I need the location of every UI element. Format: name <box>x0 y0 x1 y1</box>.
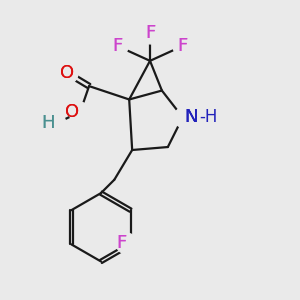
Text: F: F <box>178 37 188 55</box>
Text: O: O <box>64 103 79 121</box>
Text: O: O <box>60 64 74 82</box>
Text: N: N <box>184 108 198 126</box>
Text: H: H <box>41 114 55 132</box>
Text: H: H <box>41 114 55 132</box>
Text: O: O <box>60 64 74 82</box>
Text: F: F <box>145 24 155 42</box>
Text: F: F <box>116 234 126 252</box>
Text: N: N <box>184 108 198 126</box>
Text: -H: -H <box>199 108 218 126</box>
Text: F: F <box>112 37 122 55</box>
Text: F: F <box>145 24 155 42</box>
Text: F: F <box>178 37 188 55</box>
Text: F: F <box>116 234 126 252</box>
Text: O: O <box>64 103 79 121</box>
Text: F: F <box>112 37 122 55</box>
Text: N: N <box>184 108 198 126</box>
